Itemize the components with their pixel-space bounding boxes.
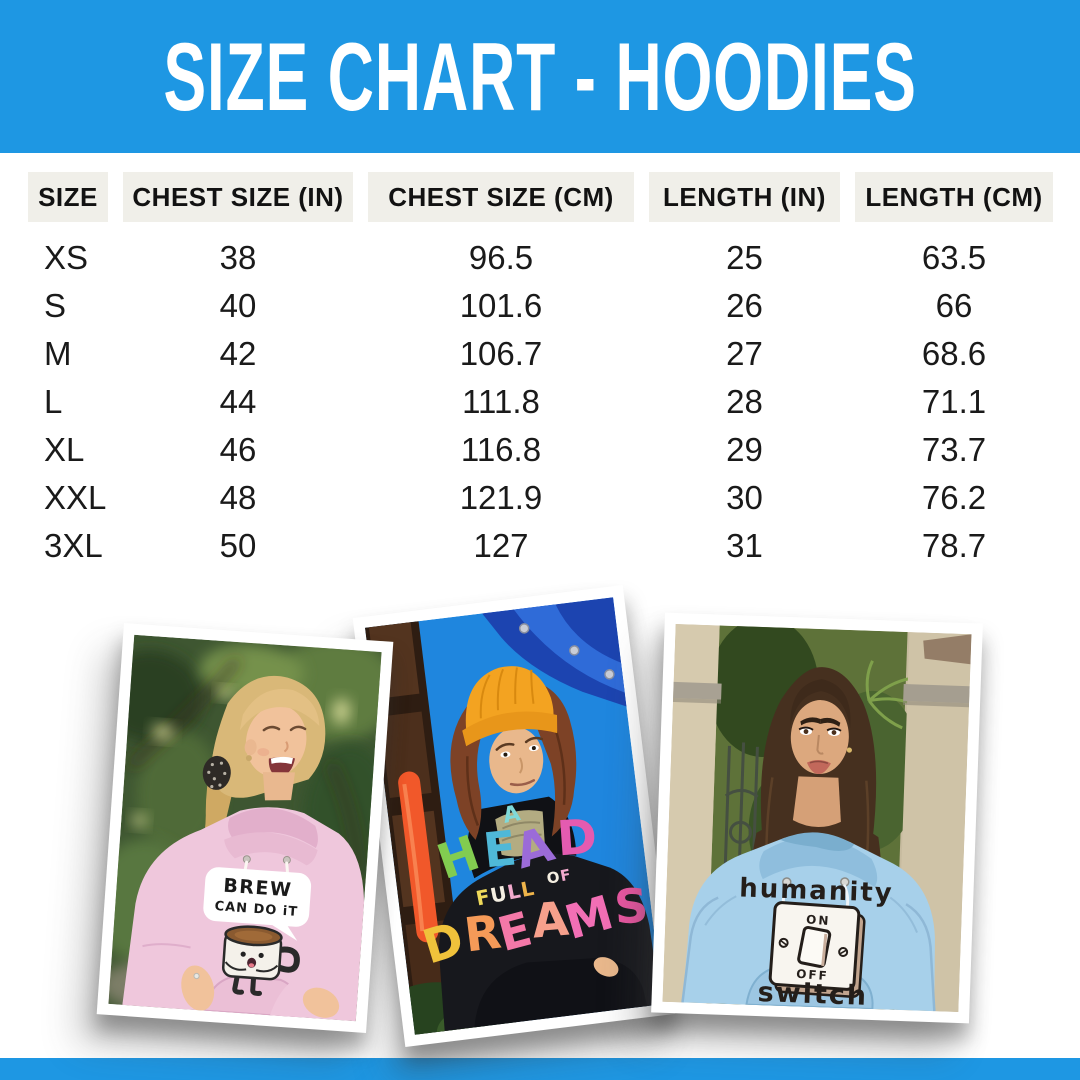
chest-in-cell: 44 — [219, 383, 257, 420]
chest-cm-cell: 101.6 — [459, 287, 543, 324]
right-hand — [302, 987, 340, 1018]
table-row-m: M 42 106.7 27 68.6 — [28, 330, 1054, 378]
chest-in-cell: 48 — [219, 479, 257, 516]
beanie-brim — [462, 711, 558, 747]
size-cell: M — [44, 335, 72, 372]
column-header-length-cm: LENGTH (CM) — [855, 172, 1053, 222]
length-cm-cell: 76.2 — [921, 479, 987, 516]
table-body: XS 38 96.5 25 63.5 S 40 101.6 26 66 M 42… — [28, 234, 1054, 570]
humanity-text: humanity — [739, 873, 894, 908]
word-full: FULL — [474, 876, 537, 911]
hand-in-pocket — [593, 957, 619, 977]
scrunchie — [202, 755, 231, 790]
length-cm-cell: 66 — [935, 287, 973, 324]
neck-chest — [792, 776, 841, 827]
toggle — [797, 925, 832, 968]
coffee-mug-graphic — [221, 925, 300, 996]
left-hand — [181, 965, 215, 1011]
word-of: OF — [545, 865, 573, 887]
photo-pink-hoodie: BREW CAN DO iT — [96, 623, 394, 1033]
switch-on-label: ON — [806, 912, 831, 928]
column-header-chest-in: CHEST SIZE (IN) — [123, 172, 353, 222]
ear — [244, 739, 257, 756]
chest-cm-cell: 106.7 — [459, 335, 543, 372]
photo-blue-hoodie: humanity ON OFF switch — [651, 612, 983, 1024]
chest-in-cell: 40 — [219, 287, 257, 324]
table-row-3xl: 3XL 50 127 31 78.7 — [28, 522, 1054, 570]
hair-front — [239, 689, 320, 731]
switch-text: switch — [757, 977, 868, 1012]
length-in-cell: 28 — [726, 383, 763, 420]
size-cell: XL — [44, 431, 85, 468]
blue-hoodie-scene: humanity ON OFF switch — [662, 623, 972, 1013]
lips — [806, 760, 831, 775]
length-in-cell: 27 — [726, 335, 763, 372]
length-cm-cell: 78.7 — [921, 527, 987, 564]
bubble-text-line1: BREW — [223, 875, 293, 902]
ring — [193, 972, 200, 980]
column-header-size: SIZE — [28, 172, 108, 222]
bubble-text-line2: CAN DO iT — [214, 899, 299, 920]
black-hoodie-scene: A HEAD FULL OF DREAMS — [364, 597, 664, 1035]
chest-in-cell: 42 — [219, 335, 257, 372]
brew-graphic: BREW CAN DO iT — [203, 867, 312, 996]
pink-hoodie-scene: BREW CAN DO iT — [108, 634, 382, 1022]
person-figure-2 — [438, 666, 662, 1032]
length-in-cell: 29 — [726, 431, 763, 468]
length-in-cell: 25 — [726, 239, 763, 276]
switch-off-label: OFF — [796, 967, 830, 983]
length-in-cell: 30 — [726, 479, 763, 516]
header-banner: SIZE CHART - HOODIES — [0, 0, 1080, 153]
table-header-row: SIZE CHEST SIZE (IN) CHEST SIZE (CM) LEN… — [28, 172, 1054, 222]
chest-cm-cell: 127 — [473, 527, 529, 564]
length-cm-cell: 63.5 — [921, 239, 987, 276]
table-row-xs: XS 38 96.5 25 63.5 — [28, 234, 1054, 282]
face-3 — [790, 700, 849, 775]
page-title: SIZE CHART - HOODIES — [163, 21, 917, 131]
speech-bubble — [203, 867, 312, 927]
chest-in-cell: 38 — [219, 239, 257, 276]
size-cell: 3XL — [44, 527, 103, 564]
neck — [262, 772, 296, 801]
size-cell: S — [44, 287, 67, 324]
woman-figure-1 — [189, 675, 326, 872]
face-2 — [489, 727, 544, 794]
length-in-cell: 26 — [726, 287, 763, 324]
chest-cm-cell: 96.5 — [468, 239, 534, 276]
chest-in-cell: 46 — [219, 431, 257, 468]
table-row-l: L 44 111.8 28 71.1 — [28, 378, 1054, 426]
length-cm-cell: 68.6 — [921, 335, 987, 372]
table-row-xxl: XXL 48 121.9 30 76.2 — [28, 474, 1054, 522]
word-a: A — [501, 801, 522, 829]
size-chart-table: SIZE CHEST SIZE (IN) CHEST SIZE (CM) LEN… — [28, 172, 1054, 570]
chest-cm-cell: 121.9 — [459, 479, 543, 516]
gold-earring — [846, 747, 852, 753]
length-in-cell: 31 — [726, 527, 763, 564]
column-header-length-in: LENGTH (IN) — [649, 172, 840, 222]
table-row-s: S 40 101.6 26 66 — [28, 282, 1054, 330]
switch-plate: ON OFF — [768, 901, 866, 999]
hair-front-3 — [790, 679, 851, 729]
column-header-chest-cm: CHEST SIZE (CM) — [368, 172, 634, 222]
footer-bar — [0, 1058, 1080, 1080]
table-row-xl: XL 46 116.8 29 73.7 — [28, 426, 1054, 474]
chest-cm-cell: 111.8 — [462, 383, 540, 420]
size-cell: XS — [44, 239, 89, 276]
humanity-switch-graphic: humanity ON OFF switch — [739, 873, 894, 1012]
photo-black-hoodie: A HEAD FULL OF DREAMS — [352, 585, 676, 1047]
size-cell: L — [44, 383, 63, 420]
length-cm-cell: 73.7 — [921, 431, 987, 468]
chest-in-cell: 50 — [219, 527, 257, 564]
length-cm-cell: 71.1 — [921, 383, 987, 420]
earring — [245, 755, 252, 762]
size-cell: XXL — [44, 479, 107, 516]
chest-cm-cell: 116.8 — [460, 431, 542, 468]
